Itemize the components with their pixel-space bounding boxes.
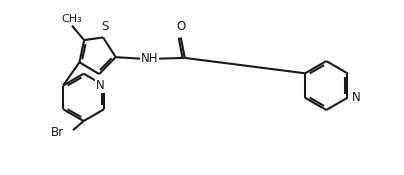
- Text: S: S: [101, 20, 109, 33]
- Text: N: N: [96, 79, 105, 92]
- Text: O: O: [176, 20, 185, 33]
- Text: N: N: [351, 91, 360, 104]
- Text: NH: NH: [141, 52, 158, 65]
- Text: Br: Br: [51, 126, 64, 139]
- Text: CH₃: CH₃: [61, 14, 82, 24]
